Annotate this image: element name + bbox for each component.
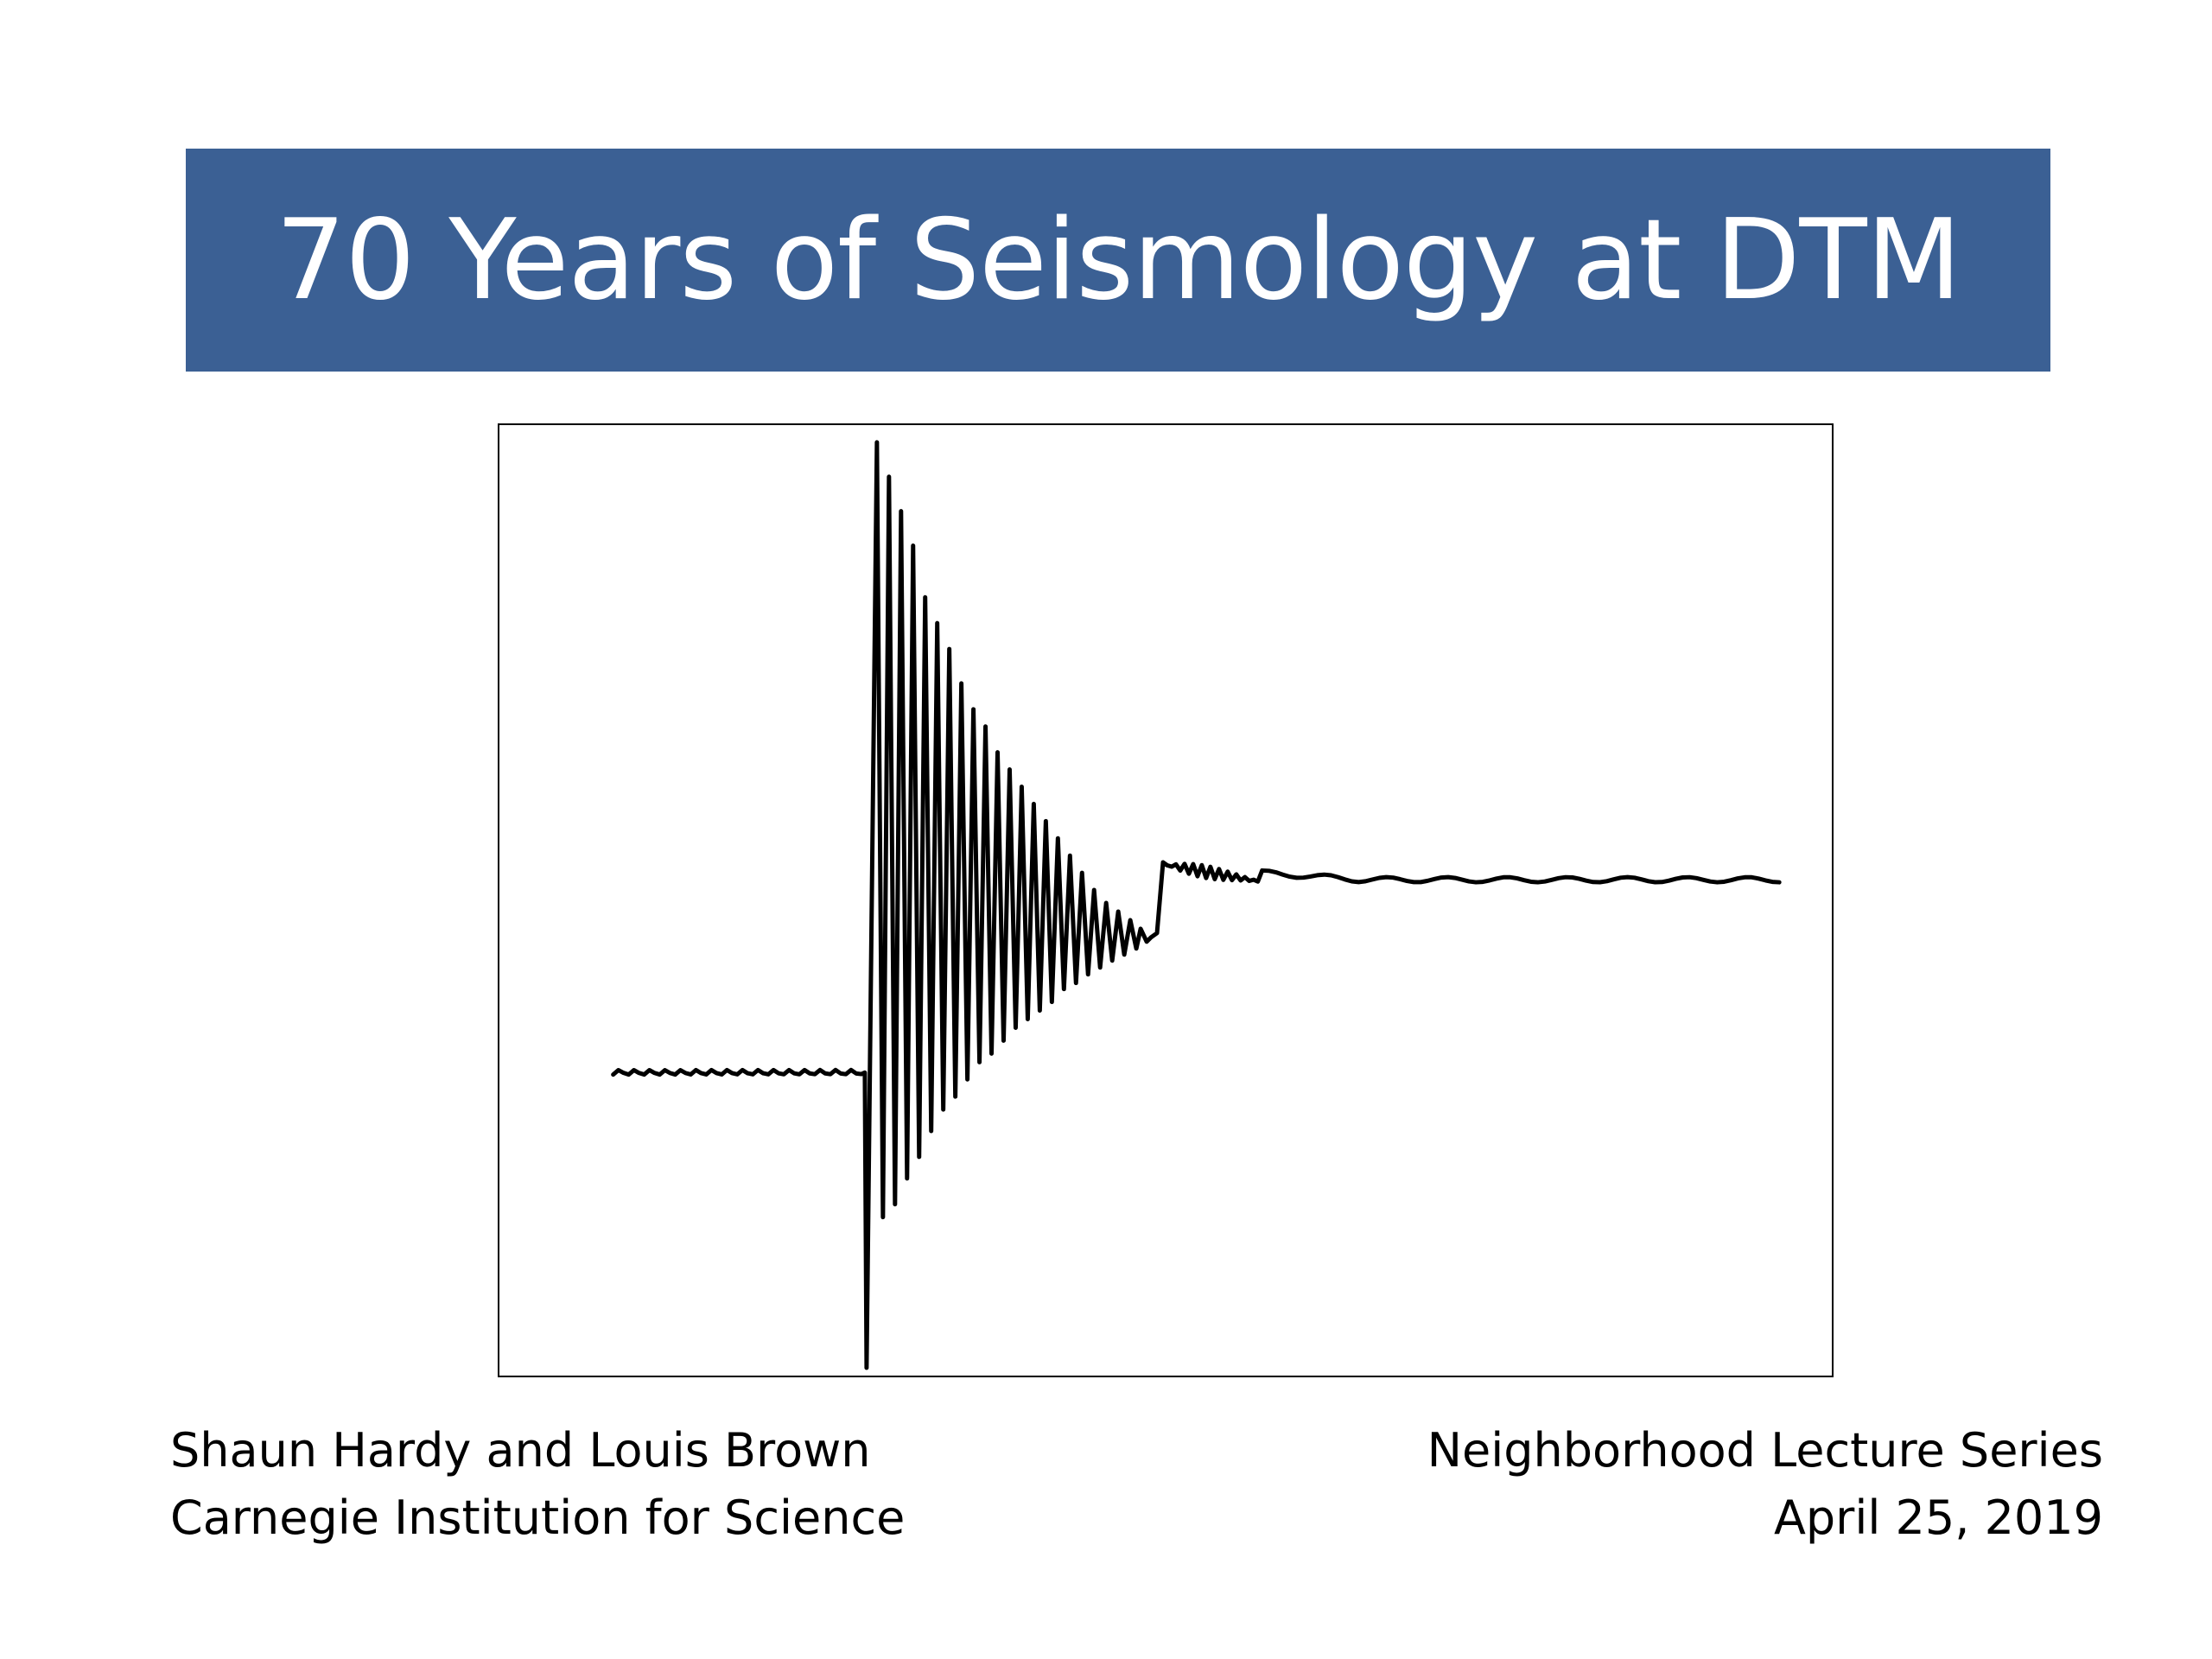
lecture-date: April 25, 2019	[1773, 1491, 2103, 1545]
seismogram-trace	[611, 440, 1782, 1370]
seismogram-trace-icon	[611, 440, 1782, 1370]
lecture-series: Neighborhood Lecture Series	[1427, 1423, 2103, 1478]
institution-name: Carnegie Institution for Science	[170, 1491, 906, 1545]
seismogram-figure	[498, 423, 1834, 1377]
author-names: Shaun Hardy and Louis Brown	[170, 1423, 871, 1478]
author-block: Shaun Hardy and Louis Brown Carnegie Ins…	[170, 1417, 905, 1552]
title-banner: 70 Years of Seismology at DTM	[186, 149, 2050, 372]
event-block: Neighborhood Lecture Series April 25, 20…	[1427, 1417, 2103, 1552]
slide-title: 70 Years of Seismology at DTM	[275, 195, 1961, 325]
